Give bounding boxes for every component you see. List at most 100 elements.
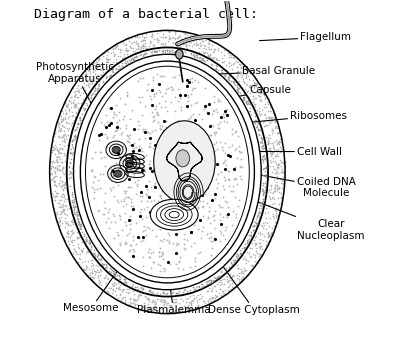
- Point: [216, 279, 222, 284]
- Point: [69, 139, 75, 144]
- Point: [256, 214, 263, 219]
- Point: [232, 82, 238, 88]
- Point: [138, 239, 144, 244]
- Point: [226, 153, 233, 159]
- Point: [278, 169, 285, 174]
- Point: [229, 131, 236, 136]
- Point: [61, 143, 68, 148]
- Point: [260, 226, 266, 231]
- Point: [66, 164, 73, 170]
- Point: [108, 270, 115, 275]
- Point: [110, 184, 117, 190]
- Point: [129, 55, 135, 61]
- Point: [78, 86, 84, 91]
- Point: [98, 258, 104, 263]
- Point: [263, 174, 269, 180]
- Point: [238, 269, 244, 275]
- Point: [92, 65, 99, 71]
- Point: [50, 174, 57, 180]
- Point: [104, 119, 111, 125]
- Point: [231, 79, 237, 85]
- Point: [147, 305, 153, 310]
- Point: [127, 44, 133, 50]
- Point: [172, 296, 179, 302]
- Point: [275, 161, 281, 167]
- Point: [71, 207, 77, 213]
- Point: [145, 194, 152, 200]
- Point: [179, 298, 186, 304]
- Point: [227, 271, 234, 277]
- Point: [95, 263, 102, 268]
- Point: [152, 106, 158, 111]
- Point: [50, 139, 56, 144]
- Point: [123, 232, 130, 237]
- Point: [54, 190, 61, 195]
- Point: [115, 286, 121, 291]
- Point: [243, 71, 249, 77]
- Point: [97, 256, 104, 262]
- Point: [58, 166, 65, 171]
- Point: [251, 243, 258, 248]
- Point: [208, 278, 214, 284]
- Point: [253, 222, 259, 228]
- Point: [58, 202, 64, 208]
- Point: [79, 249, 85, 255]
- Point: [148, 96, 154, 102]
- Point: [197, 165, 203, 171]
- Point: [129, 206, 136, 212]
- Point: [126, 38, 133, 43]
- Point: [199, 293, 206, 299]
- Point: [132, 302, 138, 307]
- Point: [190, 284, 196, 290]
- Point: [170, 170, 176, 175]
- Point: [151, 49, 157, 54]
- Point: [174, 42, 181, 47]
- Point: [169, 74, 176, 80]
- Point: [88, 92, 95, 98]
- Point: [213, 109, 220, 114]
- Point: [61, 211, 67, 216]
- Point: [204, 180, 210, 185]
- Point: [205, 288, 212, 293]
- Point: [209, 111, 215, 116]
- Point: [190, 85, 196, 91]
- Point: [252, 96, 258, 101]
- Point: [257, 246, 263, 251]
- Point: [90, 60, 96, 65]
- Point: [210, 239, 216, 244]
- Point: [178, 36, 184, 41]
- Point: [84, 77, 90, 83]
- Point: [138, 198, 145, 204]
- Point: [235, 89, 241, 94]
- Point: [246, 108, 253, 114]
- Point: [210, 278, 216, 284]
- Point: [153, 305, 160, 311]
- Point: [262, 115, 269, 120]
- Point: [278, 181, 285, 186]
- Point: [143, 224, 150, 229]
- Point: [122, 300, 128, 305]
- Point: [173, 29, 179, 34]
- Point: [162, 266, 168, 272]
- Point: [241, 244, 248, 250]
- Point: [278, 195, 284, 201]
- Point: [152, 127, 158, 132]
- Point: [209, 288, 215, 294]
- Point: [103, 288, 110, 293]
- Point: [273, 140, 280, 145]
- Point: [189, 87, 195, 93]
- Point: [171, 49, 178, 54]
- Point: [123, 195, 130, 200]
- Ellipse shape: [154, 121, 215, 203]
- Point: [110, 287, 116, 293]
- Point: [48, 165, 54, 171]
- Point: [162, 47, 168, 53]
- Point: [141, 206, 147, 212]
- Point: [67, 234, 73, 239]
- Point: [256, 240, 263, 246]
- Point: [211, 109, 217, 114]
- Text: Dense Cytoplasm: Dense Cytoplasm: [178, 203, 300, 315]
- Point: [272, 153, 278, 159]
- Point: [50, 148, 56, 153]
- Point: [202, 158, 208, 163]
